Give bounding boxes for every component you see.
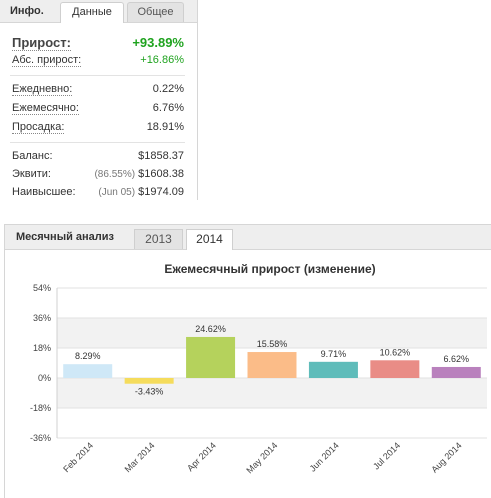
divider — [10, 75, 185, 76]
chart-title: Ежемесячный прирост (изменение) — [164, 262, 375, 276]
equity-note: (86.55%) — [94, 169, 136, 180]
monthly-gain-chart: Ежемесячный прирост (изменение) 54% 36% 18%… — [30, 262, 487, 475]
y-tick-label: 36% — [33, 313, 51, 323]
abs-gain-value: +16.86% — [140, 54, 184, 66]
balance-row: Баланс: $1858.37 — [12, 150, 184, 165]
daily-row: Ежедневно: 0.22% — [12, 83, 184, 98]
info-header-label: Инфо. — [10, 5, 44, 17]
equity-label: Эквити: — [12, 168, 51, 180]
x-tick-label: Mar 2014 — [123, 440, 157, 474]
data-label: 6.62% — [444, 354, 470, 364]
highest-row: Наивысшее: (Jun 05) $1974.09 — [12, 186, 184, 201]
tab-year-2014[interactable]: 2014 — [186, 229, 233, 250]
monthly-tab-bar: Месячный анализ 2013 2014 — [5, 225, 491, 250]
gain-row: Прирост: +93.89% — [12, 35, 184, 52]
y-tick-label: 18% — [33, 343, 51, 353]
divider — [10, 142, 185, 143]
highest-label: Наивысшее: — [12, 186, 76, 198]
gain-value: +93.89% — [132, 35, 184, 50]
daily-label: Ежедневно: — [12, 83, 73, 96]
monthly-analysis-label: Месячный анализ — [16, 231, 115, 243]
drawdown-row: Просадка: 18.91% — [12, 121, 184, 136]
data-label: 9.71% — [321, 349, 347, 359]
equity-row: Эквити: (86.55%) $1608.38 — [12, 168, 184, 183]
data-label: 10.62% — [380, 347, 411, 357]
x-tick-label: Feb 2014 — [61, 440, 95, 474]
x-tick-label: Apr 2014 — [185, 440, 218, 473]
bar — [308, 361, 358, 378]
bar — [63, 364, 113, 378]
x-tick-label: May 2014 — [244, 440, 279, 475]
drawdown-label: Просадка: — [12, 121, 65, 134]
balance-value: $1858.37 — [138, 150, 184, 162]
grid-band — [57, 378, 487, 408]
bar — [431, 366, 481, 378]
y-tick-label: -36% — [30, 433, 51, 443]
monthly-label: Ежемесячно: — [12, 102, 79, 115]
bar — [124, 378, 174, 384]
abs-gain-row: Абс. прирост: +16.86% — [12, 54, 184, 69]
daily-value: 0.22% — [152, 83, 184, 95]
drawdown-value: 18.91% — [146, 121, 184, 133]
highest-note: (Jun 05) — [98, 187, 136, 198]
y-tick-label: 54% — [33, 283, 51, 293]
x-tick-label: Jun 2014 — [308, 440, 341, 473]
monthly-row: Ежемесячно: 6.76% — [12, 102, 184, 117]
balance-label: Баланс: — [12, 150, 53, 162]
bar — [370, 360, 420, 378]
monthly-value: 6.76% — [152, 102, 184, 114]
x-tick-label: Jul 2014 — [371, 440, 402, 471]
equity-value: $1608.38 — [138, 168, 184, 180]
grid-band — [57, 318, 487, 348]
bar — [186, 336, 236, 378]
tab-general[interactable]: Общее — [127, 2, 184, 22]
bar — [247, 352, 297, 378]
data-label: 15.58% — [257, 339, 288, 349]
data-label: 8.29% — [75, 351, 101, 361]
info-tab-bar: Инфо. Данные Общее — [0, 0, 197, 23]
data-label: 24.62% — [195, 324, 226, 334]
data-label: -3.43% — [135, 387, 164, 397]
monthly-analysis-panel: Месячный анализ 2013 2014 Ежемесячный пр… — [4, 224, 491, 498]
y-tick-label: -18% — [30, 403, 51, 413]
abs-gain-label: Абс. прирост: — [12, 54, 82, 67]
gain-label: Прирост: — [12, 35, 71, 51]
x-tick-label: Aug 2014 — [429, 440, 463, 474]
tab-data[interactable]: Данные — [60, 2, 124, 23]
info-panel: Инфо. Данные Общее Прирост: +93.89% Абс.… — [0, 0, 198, 200]
highest-value: $1974.09 — [138, 186, 184, 198]
tab-year-2013[interactable]: 2013 — [134, 229, 183, 249]
y-tick-label: 0% — [38, 373, 51, 383]
